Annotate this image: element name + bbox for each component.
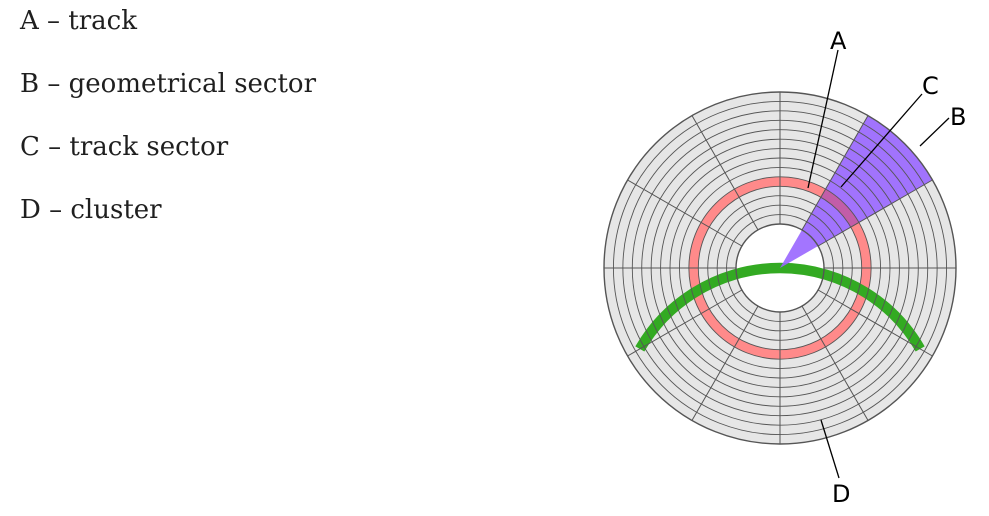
- sector-line: [691, 305, 759, 421]
- callout-d: D: [832, 480, 850, 508]
- cluster-highlight: [635, 262, 925, 352]
- sector-line: [627, 289, 743, 357]
- callout-b: B: [950, 103, 966, 131]
- legend-text: A – track: [20, 6, 137, 36]
- callout-c: C: [922, 72, 939, 100]
- callouts: A C B D: [807, 27, 966, 508]
- callout-b-leader: [919, 117, 950, 147]
- callout-c-leader: [840, 93, 923, 188]
- sector-line: [817, 289, 933, 357]
- sector-line: [801, 115, 869, 231]
- legend-item-track: A – track: [20, 8, 316, 71]
- legend-text: C – track sector: [20, 132, 229, 162]
- track-sector-highlight: [820, 189, 859, 228]
- legend-item-track-sector: C – track sector: [20, 134, 316, 197]
- callout-a-leader: [807, 49, 839, 189]
- callout-a: A: [830, 27, 847, 55]
- legend-text: D – cluster: [20, 195, 162, 225]
- gridlines: [603, 91, 957, 445]
- sector-line: [817, 179, 933, 247]
- sector-line: [627, 179, 743, 247]
- callout-d-leader: [820, 419, 840, 479]
- sector-line: [801, 305, 869, 421]
- disk-diagram: A C B D: [603, 27, 966, 508]
- geometrical-sector-highlight: [780, 115, 933, 268]
- sector-line: [691, 115, 759, 231]
- legend-item-geometrical-sector: B – geometrical sector: [20, 71, 316, 134]
- legend-text: B – geometrical sector: [20, 69, 317, 99]
- legend: A – track B – geometrical sector C – tra…: [20, 8, 316, 260]
- legend-item-cluster: D – cluster: [20, 197, 316, 260]
